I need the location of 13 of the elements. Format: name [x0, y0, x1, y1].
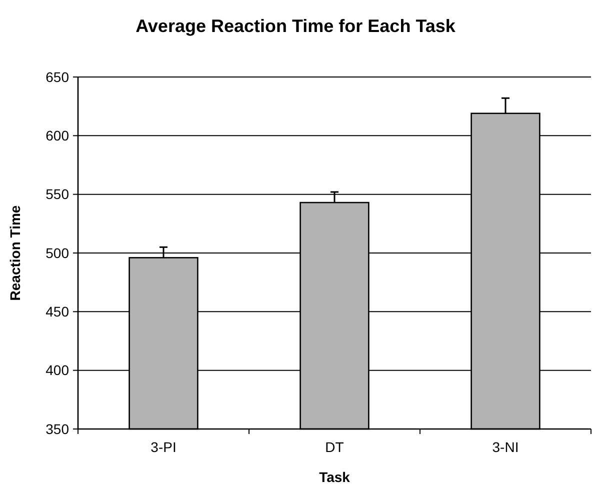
y-tick-label: 350	[46, 420, 70, 437]
y-tick-label: 550	[46, 186, 70, 202]
x-tick-label: 3-PI	[150, 439, 176, 455]
y-tick-label: 650	[46, 68, 70, 85]
y-tick-label: 600	[46, 128, 70, 144]
x-axis-title: Task	[319, 469, 350, 485]
y-tick-label: 400	[46, 362, 70, 378]
y-tick-label: 500	[46, 244, 70, 261]
chart-title: Average Reaction Time for Each Task	[136, 16, 456, 36]
y-tick-label: 450	[46, 304, 70, 320]
x-tick-label: 3-NI	[492, 439, 519, 455]
y-axis-title: Reaction Time	[7, 205, 23, 301]
x-tick-label: DT	[325, 439, 344, 455]
